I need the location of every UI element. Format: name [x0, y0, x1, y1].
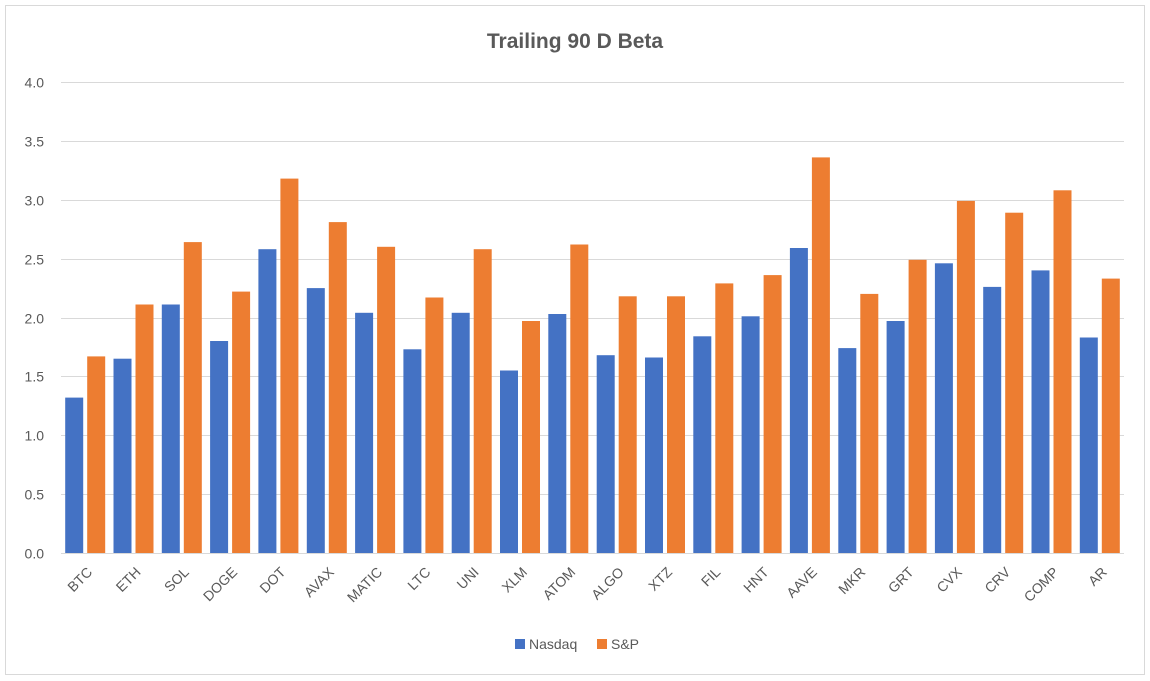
bar-sp-matic [377, 246, 396, 554]
bar-nasdaq-dot [258, 249, 277, 553]
bar-sp-aave [811, 157, 830, 553]
bar-nasdaq-uni [451, 312, 470, 553]
legend-swatch [515, 639, 525, 649]
y-tick-label: 2.5 [25, 252, 45, 268]
bar-sp-hnt [763, 275, 782, 553]
bar-nasdaq-ltc [403, 349, 422, 553]
y-axis-tick-labels: 0.0 0.5 1.0 1.5 2.0 2.5 3.0 3.5 4.0 [25, 75, 45, 562]
bar-nasdaq-xlm [500, 370, 518, 553]
bar-sp-mkr [860, 293, 879, 553]
bar-sp-eth [135, 304, 154, 553]
chart-title: Trailing 90 D Beta [487, 30, 664, 53]
bars [65, 157, 1120, 554]
legend-label: S&P [611, 636, 639, 652]
bar-nasdaq-atom [548, 314, 567, 553]
bar-sp-xlm [522, 321, 540, 553]
y-tick-label: 3.5 [25, 134, 45, 150]
bar-sp-comp [1053, 190, 1072, 554]
bar-nasdaq-comp [1031, 270, 1050, 553]
bar-sp-dot [280, 178, 299, 553]
y-tick-label: 3.0 [25, 193, 45, 209]
bar-sp-ltc [425, 297, 444, 553]
bar-nasdaq-eth [113, 358, 132, 553]
bar-sp-sol [183, 242, 202, 553]
bar-nasdaq-xtz [645, 357, 663, 553]
bar-nasdaq-doge [210, 341, 229, 553]
legend: Nasdaq S&P [515, 636, 639, 652]
bar-nasdaq-hnt [741, 316, 760, 553]
bar-sp-ar [1101, 278, 1120, 553]
legend-label: Nasdaq [529, 636, 577, 652]
bar-nasdaq-fil [693, 336, 712, 553]
bar-nasdaq-crv [983, 286, 1002, 553]
bar-sp-atom [570, 244, 589, 553]
bar-sp-grt [908, 259, 927, 553]
bar-nasdaq-btc [65, 397, 84, 553]
bar-sp-xtz [667, 296, 685, 553]
bar-sp-btc [87, 356, 106, 553]
bar-sp-crv [1005, 212, 1024, 553]
bar-sp-doge [232, 291, 251, 553]
bar-sp-algo [618, 296, 637, 553]
bar-nasdaq-mkr [838, 348, 857, 553]
bar-nasdaq-matic [355, 312, 374, 553]
y-tick-label: 1.0 [25, 428, 45, 444]
bar-nasdaq-grt [886, 321, 905, 553]
bar-sp-cvx [956, 200, 975, 553]
y-tick-label: 4.0 [25, 75, 45, 91]
bar-nasdaq-cvx [934, 263, 953, 553]
y-tick-label: 2.0 [25, 311, 45, 327]
bar-nasdaq-sol [161, 304, 180, 553]
bar-nasdaq-aave [789, 248, 808, 553]
y-tick-label: 1.5 [25, 369, 45, 385]
y-tick-label: 0.5 [25, 487, 45, 503]
bar-sp-fil [715, 283, 734, 553]
y-tick-label: 0.0 [25, 546, 45, 562]
bar-nasdaq-algo [596, 355, 615, 553]
legend-swatch [597, 639, 607, 649]
bar-nasdaq-avax [306, 288, 325, 553]
bar-sp-uni [473, 249, 492, 553]
bar-sp-avax [328, 222, 347, 553]
bar-nasdaq-ar [1079, 337, 1098, 553]
